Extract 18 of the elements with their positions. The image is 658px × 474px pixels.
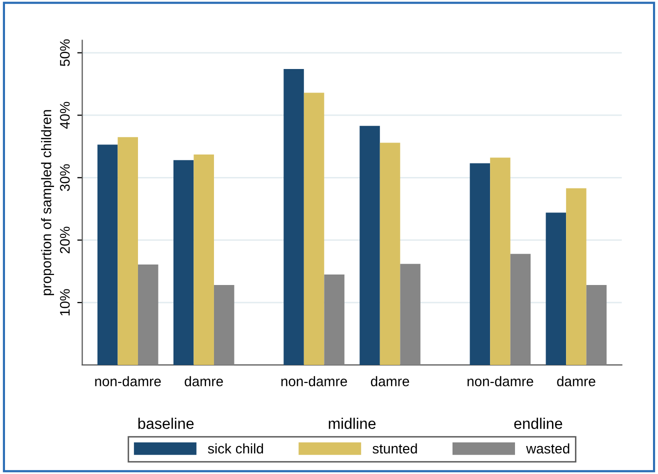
x-tick-label: non-damre (95, 376, 161, 386)
x-tick-label: non-damre (468, 376, 534, 386)
legend-label: wasted (526, 443, 570, 454)
text: endline (514, 418, 562, 429)
y-tick-label: 30% (60, 164, 70, 192)
x-tick-label: damre (184, 376, 223, 386)
x-tick-label: damre (557, 376, 596, 386)
y-tick-label: 20% (60, 226, 70, 254)
legend-label: sick child (208, 443, 263, 454)
y-axis-title: proportion of sampled children (41, 110, 54, 296)
x-tick-label: damre (370, 376, 410, 386)
text: midline (328, 418, 376, 429)
legend-label: stunted (372, 443, 417, 454)
x-tick-label: non-damre (281, 376, 347, 386)
y-tick-label: 10% (60, 289, 70, 316)
y-tick-label: 50% (60, 39, 70, 66)
y-tick-label: 40% (60, 102, 70, 129)
text: baseline (138, 418, 194, 429)
